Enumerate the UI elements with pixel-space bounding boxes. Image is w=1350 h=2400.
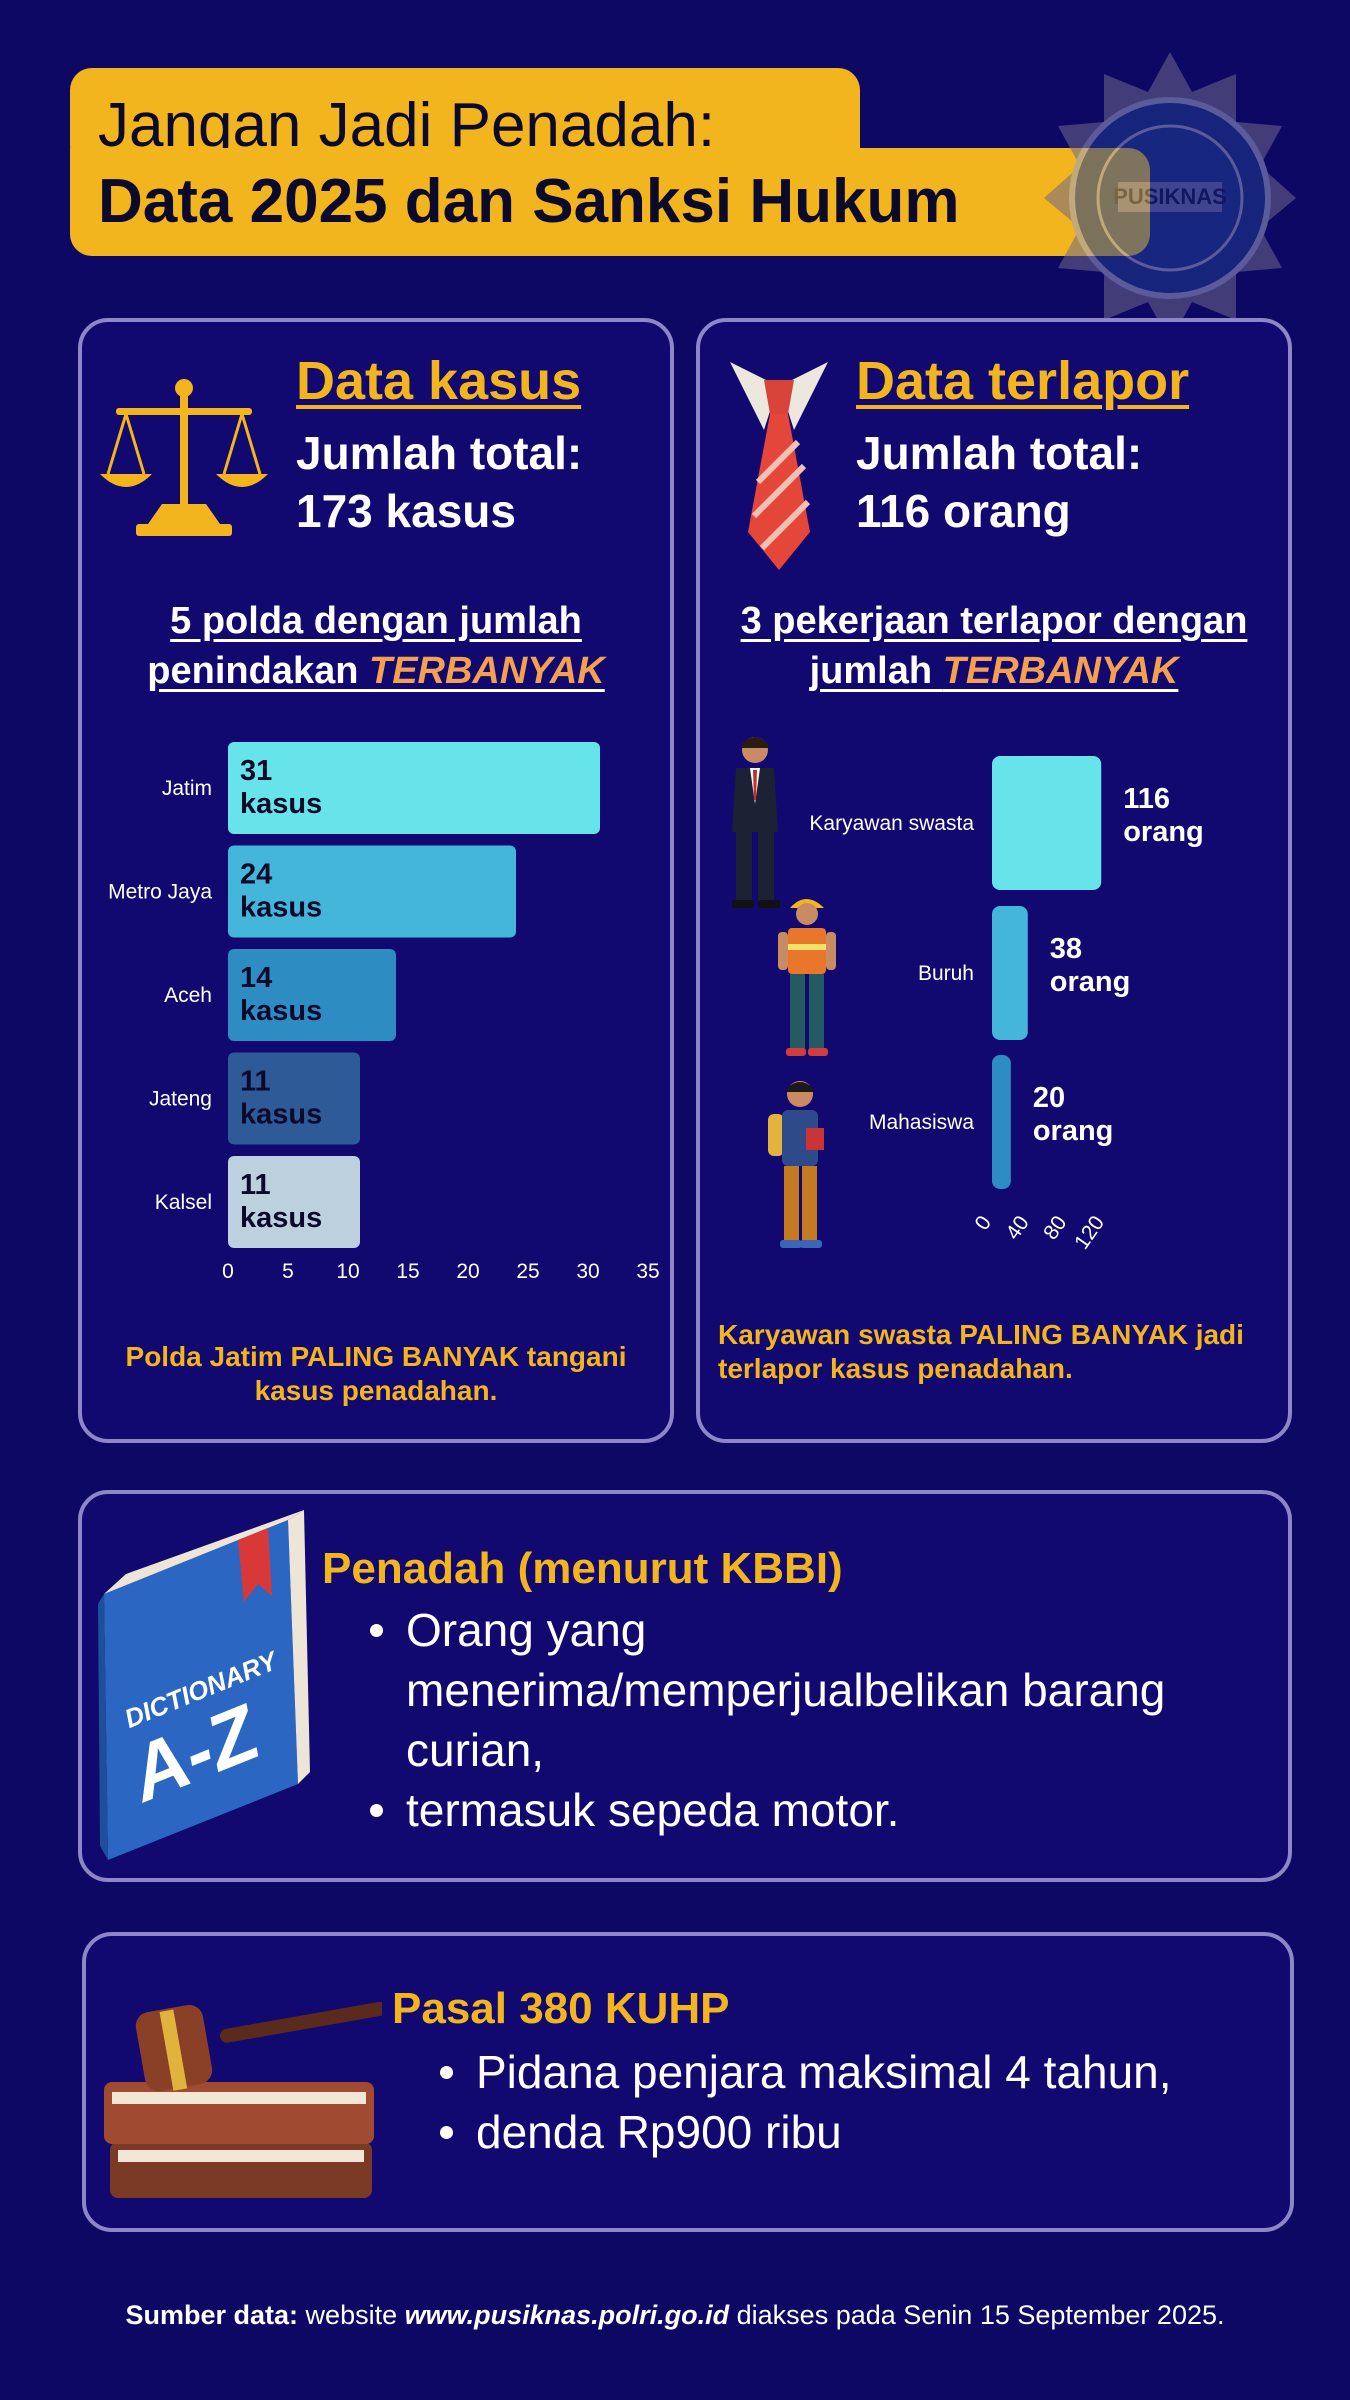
kasus-category-label: Aceh [164, 984, 212, 1007]
data-kasus-heading: Data kasus [296, 351, 582, 411]
kasus-x-tick-label: 5 [282, 1260, 294, 1283]
kasus-category-label: Kalsel [155, 1191, 212, 1214]
laborer-figure-icon [778, 899, 836, 1056]
kasus-bar-chart: Jatim 31 kasus Metro Jaya 24 kasus Aceh 14 kasus… [108, 742, 660, 1283]
terlapor-x-tick-label: 40 [1002, 1212, 1034, 1244]
pasal-list: Pidana penjara maksimal 4 tahun, denda R… [432, 2042, 1272, 2162]
source-note: Sumber data: website www.pusiknas.polri.… [0, 2300, 1350, 2331]
source-label: Sumber data: [125, 2300, 299, 2330]
kasus-data-label: 24 kasus [240, 859, 322, 924]
terlapor-x-tick-label: 80 [1039, 1212, 1071, 1244]
data-terlapor-total-label: Jumlah total: [856, 427, 1143, 479]
kasus-data-label: 11 kasus [240, 1169, 322, 1234]
kbbi-definition-item: termasuk sepeda motor. [362, 1780, 1262, 1840]
kasus-x-tick-label: 0 [222, 1260, 234, 1283]
data-terlapor-subheading-text: 3 pekerjaan terlapor dengan jumlah [740, 600, 1248, 692]
pusiknas-seal-logo: PUSIKNAS [1044, 52, 1296, 342]
kasus-x-tick-label: 25 [516, 1260, 539, 1283]
office-worker-figure-icon [732, 737, 780, 908]
data-kasus-note: Polda Jatim PALING BANYAK tangani kasus … [125, 1341, 627, 1406]
kasus-bar [228, 845, 516, 938]
terlapor-category-label: Buruh [918, 962, 974, 985]
kasus-bar [228, 742, 600, 834]
pasal-item: denda Rp900 ribu [432, 2102, 1272, 2162]
data-terlapor-total-value: 116 orang [856, 485, 1071, 537]
terlapor-data-label: 20 orang [1033, 1082, 1114, 1147]
data-terlapor-subheading: 3 pekerjaan terlapor dengan jumlah TERBA… [712, 596, 1276, 696]
terlapor-data-label: 38 orang [1050, 933, 1131, 998]
title-line-2: Data 2025 dan Sanksi Hukum [70, 148, 1150, 256]
kasus-category-label: Jatim [162, 777, 212, 800]
terlapor-bar [992, 906, 1028, 1040]
data-kasus-subheading: 5 polda dengan jumlah penindakan TERBANY… [100, 596, 652, 696]
kbbi-title: Penadah (menurut KBBI) [322, 1544, 843, 1593]
terlapor-bar-chart: Karyawan swasta 116 orang Buruh 38 orang Mahas… [809, 756, 1204, 1254]
kasus-category-label: Metro Jaya [108, 881, 212, 904]
kasus-category-label: Jateng [149, 1088, 212, 1111]
student-figure-icon [768, 1081, 824, 1248]
scales-of-justice-icon [100, 379, 268, 536]
kasus-data-label: 31 kasus [240, 755, 322, 820]
kasus-x-tick-label: 35 [636, 1260, 659, 1283]
kasus-data-label: 14 kasus [240, 962, 322, 1027]
data-terlapor-note: Karyawan swasta PALING BANYAK jadi terla… [718, 1319, 1244, 1384]
kasus-data-label: 11 kasus [240, 1066, 322, 1131]
terlapor-x-tick-label: 120 [1070, 1212, 1109, 1254]
kasus-x-tick-label: 15 [396, 1260, 419, 1283]
gavel-on-books-icon [104, 2002, 382, 2198]
kbbi-definition-item: Orang yang menerima/memperjualbelikan ba… [362, 1600, 1262, 1780]
pasal-title: Pasal 380 KUHP [392, 1984, 730, 2033]
terlapor-bar [992, 756, 1102, 890]
source-pre: website [298, 2300, 405, 2330]
source-site: www.pusiknas.polri.go.id [404, 2300, 730, 2330]
terlapor-bar [992, 1055, 1011, 1189]
kasus-x-tick-label: 10 [336, 1260, 359, 1283]
data-kasus-total-value: 173 kasus [296, 485, 516, 537]
kasus-x-tick-label: 20 [456, 1260, 479, 1283]
terlapor-x-tick-label: 0 [971, 1212, 997, 1235]
data-kasus-total-label: Jumlah total: [296, 427, 583, 479]
pasal-item: Pidana penjara maksimal 4 tahun, [432, 2042, 1272, 2102]
dictionary-book-icon: DICTIONARY A-Z [98, 1510, 310, 1860]
data-kasus-subheading-text: 5 polda dengan jumlah penindakan [147, 600, 582, 692]
source-post: diakses pada Senin 15 September 2025. [729, 2300, 1225, 2330]
data-kasus-subheading-accent: TERBANYAK [368, 650, 605, 692]
data-terlapor-heading: Data terlapor [856, 351, 1190, 411]
terlapor-category-label: Mahasiswa [869, 1111, 974, 1134]
kasus-bar [228, 1156, 360, 1248]
kasus-bar [228, 1052, 360, 1145]
seal-center-text: PUSIKNAS [1113, 184, 1227, 209]
terlapor-data-label: 116 orang [1123, 783, 1204, 848]
kbbi-definition-list: Orang yang menerima/memperjualbelikan ba… [362, 1600, 1262, 1840]
data-terlapor-subheading-accent: TERBANYAK [942, 650, 1179, 692]
kasus-x-tick-label: 30 [576, 1260, 599, 1283]
necktie-icon [730, 362, 828, 570]
terlapor-category-label: Karyawan swasta [809, 812, 974, 835]
kasus-bar [228, 949, 396, 1041]
